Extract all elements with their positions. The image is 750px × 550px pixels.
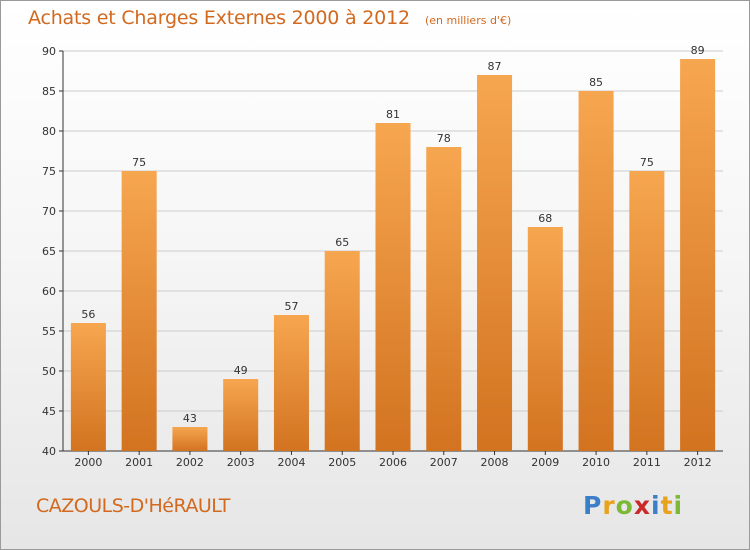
x-tick-label: 2000 <box>74 456 102 469</box>
bar <box>121 171 157 451</box>
y-tick-label: 65 <box>42 245 56 258</box>
logo-letter: t <box>660 491 674 520</box>
title-row: Achats et Charges Externes 2000 à 2012 (… <box>28 7 511 29</box>
data-label: 49 <box>234 364 248 377</box>
data-label: 85 <box>589 76 603 89</box>
logo-letter: o <box>615 491 634 520</box>
data-label: 68 <box>538 212 552 225</box>
x-tick-label: 2012 <box>684 456 712 469</box>
data-label: 89 <box>691 44 705 57</box>
logo-letter: x <box>633 491 651 520</box>
bar <box>426 147 462 451</box>
data-label: 81 <box>386 108 400 121</box>
chart-subtitle: (en milliers d'€) <box>424 14 512 27</box>
data-label: 65 <box>335 236 349 249</box>
y-tick-label: 70 <box>42 205 56 218</box>
logo-letter: r <box>602 491 616 520</box>
proxiti-logo: Proxiti <box>583 491 683 520</box>
bar <box>70 323 106 451</box>
x-tick-label: 2004 <box>277 456 305 469</box>
x-tick-label: 2002 <box>176 456 204 469</box>
data-label: 87 <box>488 60 502 73</box>
data-label: 75 <box>640 156 654 169</box>
commune-name: CAZOULS-D'HéRAULT <box>36 495 230 517</box>
bar <box>273 315 309 451</box>
logo-letter: i <box>673 491 684 520</box>
bar <box>629 171 665 451</box>
x-tick-label: 2007 <box>430 456 458 469</box>
bar <box>477 75 513 451</box>
x-tick-label: 2006 <box>379 456 407 469</box>
data-label: 75 <box>132 156 146 169</box>
chart-title: Achats et Charges Externes 2000 à 2012 <box>28 7 410 29</box>
x-tick-label: 2001 <box>125 456 153 469</box>
x-tick-label: 2005 <box>328 456 356 469</box>
y-tick-label: 45 <box>42 405 56 418</box>
y-tick-label: 85 <box>42 85 56 98</box>
bar <box>375 123 411 451</box>
x-tick-label: 2009 <box>531 456 559 469</box>
x-tick-label: 2011 <box>633 456 661 469</box>
data-label: 56 <box>81 308 95 321</box>
data-label: 57 <box>284 300 298 313</box>
y-tick-label: 55 <box>42 325 56 338</box>
x-tick-label: 2003 <box>227 456 255 469</box>
bar <box>578 91 614 451</box>
data-label: 78 <box>437 132 451 145</box>
y-tick-label: 50 <box>42 365 56 378</box>
bar <box>527 227 563 451</box>
y-tick-label: 40 <box>42 445 56 458</box>
bar <box>680 59 716 451</box>
y-tick-label: 75 <box>42 165 56 178</box>
data-label: 43 <box>183 412 197 425</box>
x-tick-label: 2008 <box>481 456 509 469</box>
y-tick-label: 90 <box>42 45 56 58</box>
bar <box>223 379 259 451</box>
x-tick-label: 2010 <box>582 456 610 469</box>
logo-letter: P <box>583 491 603 520</box>
bar <box>172 427 208 451</box>
y-tick-label: 60 <box>42 285 56 298</box>
logo-letter: i <box>651 491 661 520</box>
y-tick-label: 80 <box>42 125 56 138</box>
bar <box>324 251 360 451</box>
